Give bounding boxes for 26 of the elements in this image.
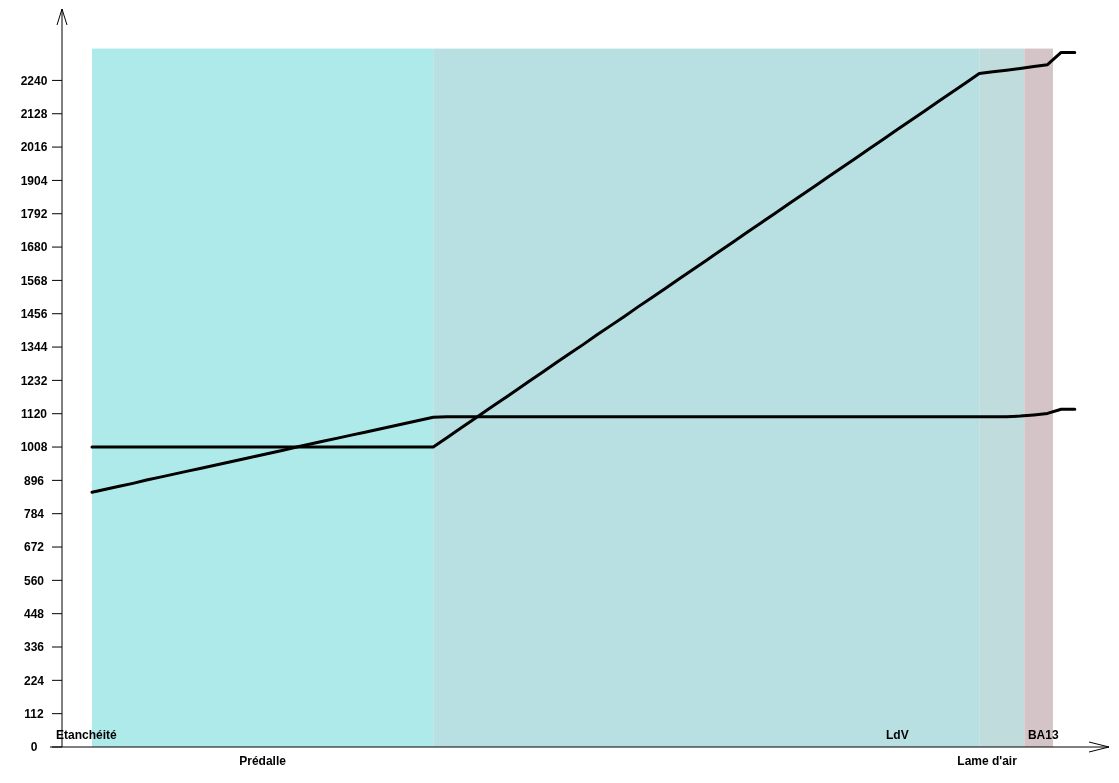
y-tick-label: 2128 <box>20 106 48 121</box>
y-tick-label: 672 <box>23 540 45 555</box>
y-tick-label: 1568 <box>20 273 48 288</box>
text: Prédalle <box>239 754 287 768</box>
y-tick-label: 1904 <box>20 173 48 188</box>
y-tick-label: 336 <box>23 640 45 655</box>
y-tick-label: 1792 <box>20 206 48 221</box>
y-tick-label: 0 <box>30 740 38 755</box>
text: Lame d'air <box>957 754 1018 768</box>
y-tick-label: 784 <box>23 506 45 521</box>
y-tick-label: 2016 <box>20 140 48 155</box>
annotation: LdV <box>886 728 909 742</box>
y-tick-label: 2240 <box>20 73 48 88</box>
y-tick-label: 224 <box>23 673 45 688</box>
y-tick-label: 1456 <box>20 306 48 321</box>
y-tick-label: 1008 <box>20 440 48 455</box>
annotation: BA13 <box>1027 728 1059 742</box>
y-tick-label: 560 <box>23 573 45 588</box>
y-tick-label: 896 <box>23 473 45 488</box>
y-tick-label: 1120 <box>20 406 48 421</box>
y-tick-label: 448 <box>23 606 45 621</box>
annotation: Etanchéité <box>56 728 118 742</box>
y-tick-label: 112 <box>24 706 45 721</box>
y-tick-label: 1344 <box>20 340 48 355</box>
y-tick-label: 1680 <box>20 240 48 255</box>
y-tick-label: 1232 <box>20 373 48 388</box>
